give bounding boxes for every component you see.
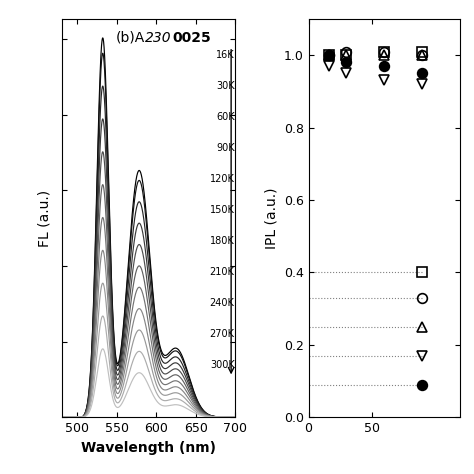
Text: 120K: 120K <box>210 174 235 184</box>
Text: 150K: 150K <box>210 205 235 215</box>
Text: 180K: 180K <box>210 236 235 246</box>
Text: 300K: 300K <box>210 360 235 370</box>
Y-axis label: IPL (a.u.): IPL (a.u.) <box>264 187 278 249</box>
Text: 270K: 270K <box>210 329 235 339</box>
Text: 90K: 90K <box>216 143 235 153</box>
Text: 60K: 60K <box>216 112 235 122</box>
Text: 30K: 30K <box>216 81 235 91</box>
Text: 230: 230 <box>145 31 172 45</box>
Y-axis label: FL (a.u.): FL (a.u.) <box>37 190 51 246</box>
X-axis label: Wavelength (nm): Wavelength (nm) <box>81 440 216 455</box>
Text: 210K: 210K <box>210 267 235 277</box>
Text: 0025: 0025 <box>172 31 211 45</box>
Text: 16K: 16K <box>216 50 235 60</box>
Text: (b)A: (b)A <box>116 31 145 45</box>
Text: 240K: 240K <box>210 298 235 308</box>
